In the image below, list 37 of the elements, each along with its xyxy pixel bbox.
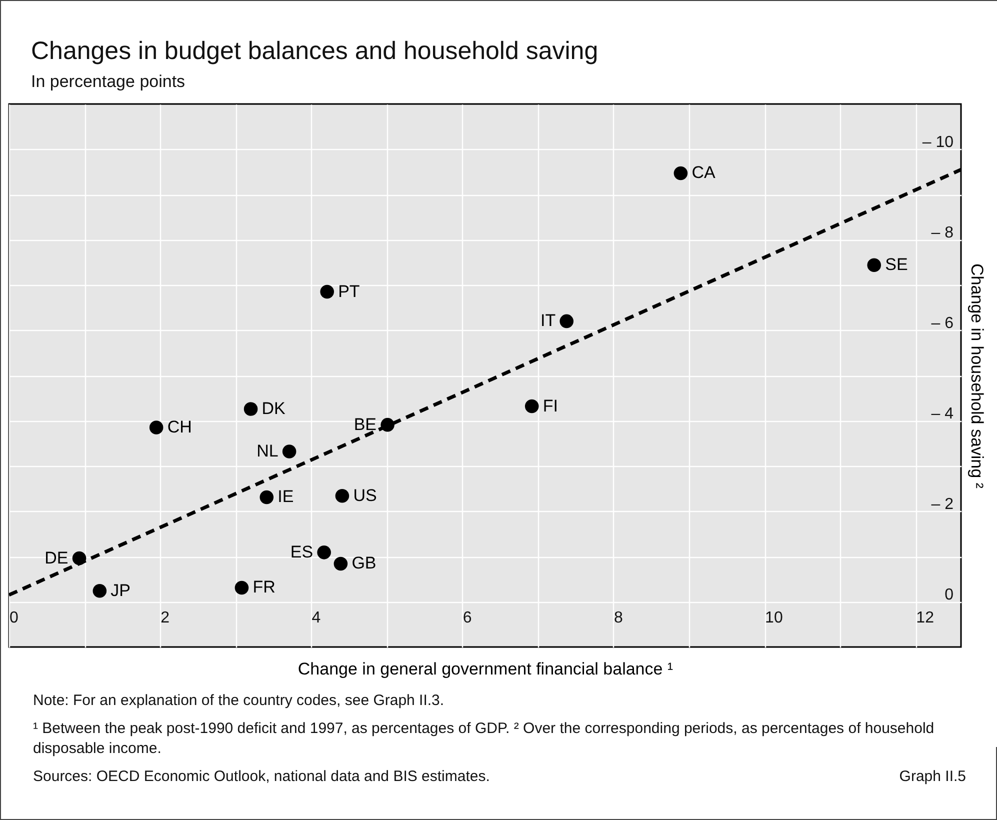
series-label: PT (338, 282, 360, 301)
series-label: FI (542, 396, 558, 416)
series-label: CH (167, 418, 192, 437)
chart-title: Changes in budget balances and household saving (31, 37, 598, 65)
x-tick-label: 12 (916, 610, 934, 626)
series-label: DK (262, 398, 286, 418)
x-axis-title: Change in general government financial balance ¹ (298, 660, 674, 678)
series-label: IT (540, 311, 556, 330)
series-label: BE (354, 414, 377, 434)
series-label: US (353, 486, 377, 505)
text: Graph II.5 (899, 767, 966, 787)
y-axis-title: Change in household saving ² (968, 264, 986, 489)
x-tick-label: 4 (312, 610, 321, 626)
series-label: IE (278, 487, 294, 506)
series-label: DE (44, 548, 68, 568)
series-label: CA (692, 163, 716, 182)
series-label: SE (885, 255, 908, 274)
series-label: NL (256, 442, 278, 461)
y-tick-label: – 8 (931, 224, 954, 242)
y-tick-label: – 4 (931, 405, 954, 422)
chart-subtitle: In percentage points (31, 72, 186, 91)
x-tick-label: 2 (160, 610, 170, 626)
x-tick-label: 10 (765, 610, 783, 626)
source-note: Sources: OECD Economic Outlook, national data and BIS estimates. (33, 767, 490, 787)
text: ¹ Between the peak post-1990 deficit and 1997, as percentages of GDP. ² Over the corresponding periods, as percentages of household disposable income. (33, 719, 936, 759)
x-tick-label: 0 (10, 610, 18, 626)
x-tick-label: 6 (462, 610, 472, 626)
y-tick-label: – 6 (931, 314, 954, 332)
y-tick-label: – 10 (922, 134, 954, 151)
y-tick-label: 0 (944, 586, 954, 604)
x-tick-label: 8 (614, 610, 623, 626)
y-tick-label: – 2 (931, 496, 954, 513)
series-label: JP (110, 580, 131, 600)
series-label: GB (352, 554, 376, 573)
series-label: ES (290, 542, 314, 562)
series-label: FR (252, 578, 276, 597)
text: Note: For an explanation of the country codes, see Graph II.3. (33, 691, 446, 711)
